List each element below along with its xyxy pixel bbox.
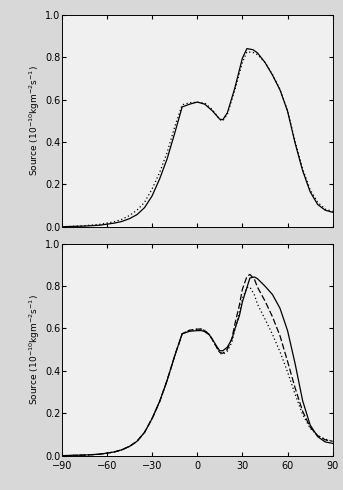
Y-axis label: Source ($10^{-10}$kgm$^{-2}$s$^{-1}$): Source ($10^{-10}$kgm$^{-2}$s$^{-1}$) (28, 294, 42, 405)
Y-axis label: Source ($10^{-10}$kgm$^{-2}$s$^{-1}$): Source ($10^{-10}$kgm$^{-2}$s$^{-1}$) (28, 65, 42, 176)
